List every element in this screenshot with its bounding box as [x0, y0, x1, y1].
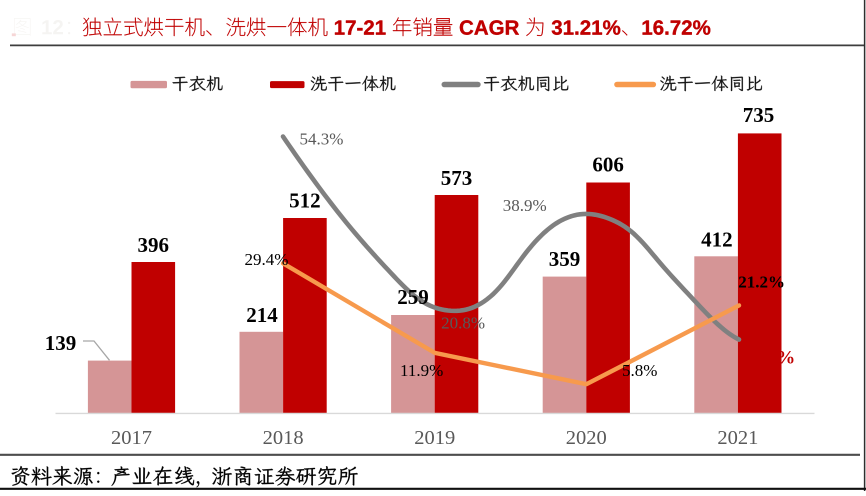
svg-text:54.3%: 54.3% [300, 130, 344, 149]
svg-text:412: 412 [701, 228, 733, 252]
svg-text:512: 512 [289, 189, 321, 213]
svg-text:21.2%: 21.2% [738, 273, 785, 292]
svg-text:214: 214 [246, 303, 278, 327]
svg-text:11.9%: 11.9% [400, 361, 443, 380]
svg-text:29.4%: 29.4% [245, 250, 289, 269]
svg-text:2020: 2020 [566, 427, 607, 449]
svg-text:2018: 2018 [263, 427, 304, 449]
svg-text:2021: 2021 [717, 427, 758, 449]
svg-text:2019: 2019 [414, 427, 455, 449]
svg-text:259: 259 [397, 285, 429, 309]
svg-text:2017: 2017 [111, 427, 152, 449]
svg-text:38.9%: 38.9% [503, 196, 547, 215]
svg-text:735: 735 [743, 103, 775, 127]
svg-text:573: 573 [441, 166, 473, 190]
svg-text:359: 359 [549, 247, 581, 271]
svg-text:606: 606 [592, 153, 624, 177]
svg-text:20.8%: 20.8% [441, 313, 485, 332]
svg-text:5.8%: 5.8% [622, 361, 657, 380]
svg-text:396: 396 [138, 233, 170, 257]
svg-text:139: 139 [45, 331, 77, 355]
